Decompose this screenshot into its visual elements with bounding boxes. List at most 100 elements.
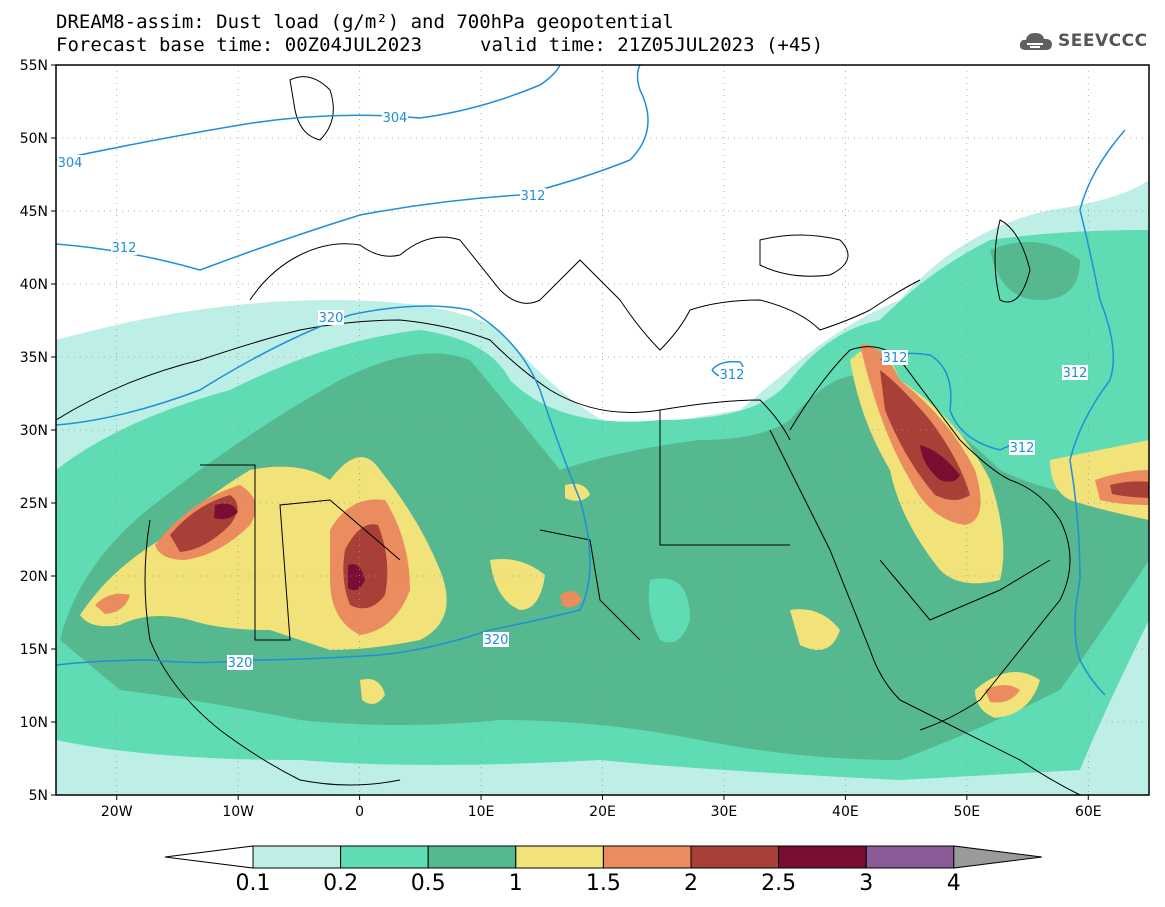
- contour-label-bg: [111, 240, 137, 255]
- valid-time: valid time: 21Z05JUL2023 (+45): [480, 34, 824, 56]
- contour-label: 304: [383, 111, 408, 126]
- coastline-horn: [899, 699, 1081, 795]
- dust-region-04: [990, 242, 1080, 300]
- colorbar-label: 2.5: [761, 871, 796, 896]
- coastline-europe: [249, 236, 921, 351]
- contour-label-bg: [318, 310, 344, 325]
- contour-label: 320: [484, 633, 509, 648]
- lat-label: 10N: [20, 715, 48, 731]
- colorbar-segment: [778, 845, 867, 869]
- border-libya-egypt: [659, 410, 790, 546]
- dust-region-19: [985, 685, 1020, 703]
- colorbar-label: 0.1: [236, 871, 271, 896]
- colorbar-label: 3: [859, 871, 873, 896]
- dust-region-27: [214, 503, 238, 520]
- colorbar-label: 2: [684, 871, 698, 896]
- colorbar-segment: [515, 845, 604, 869]
- geopotential-contours: [56, 65, 1126, 696]
- contour-312-east: [1069, 129, 1126, 696]
- coastlines: [56, 76, 1081, 795]
- lat-label: 25N: [20, 496, 48, 512]
- lat-label: 5N: [29, 788, 48, 804]
- colorbar-upper-arrow: [953, 845, 1042, 869]
- colorbar-lower-arrow: [164, 845, 254, 869]
- colorbar-segment: [865, 845, 955, 869]
- coastline-caspian: [994, 219, 1031, 303]
- contour-labels: 304 304 312 312 312 312 312 312 320 320 320: [57, 110, 1088, 671]
- contour-304-west: [56, 65, 561, 161]
- contour-label: 320: [319, 311, 344, 326]
- coastline-red-sea: [769, 429, 901, 701]
- lon-label: 30E: [711, 804, 738, 820]
- graticule: [56, 65, 1149, 795]
- dust-region-20: [560, 591, 582, 608]
- contour-label-bg: [57, 155, 83, 170]
- lon-label: 60E: [1075, 804, 1102, 820]
- seevccc-logo: SEEVCCC: [1018, 28, 1148, 54]
- contour-312-west: [56, 65, 649, 271]
- dust-region-18: [95, 593, 130, 614]
- lat-label: 20N: [20, 569, 48, 585]
- contour-label-bg: [719, 367, 745, 382]
- lat-label: 35N: [20, 350, 48, 366]
- dust-region-10: [790, 609, 840, 650]
- contour-label: 312: [112, 241, 137, 256]
- contour-label: 320: [228, 656, 253, 671]
- border-algeria-mali: [200, 464, 401, 641]
- colorbar-label: 0.2: [323, 871, 358, 896]
- lon-label: 20E: [589, 804, 616, 820]
- dust-region-24: [1110, 481, 1149, 498]
- lat-label: 50N: [20, 131, 48, 147]
- map-title: DREAM8-assim: Dust load (g/m²) and 700hP…: [56, 11, 674, 33]
- lon-label: 10E: [468, 804, 495, 820]
- colorbar-label: 4: [947, 871, 961, 896]
- contour-label-bg: [882, 350, 908, 365]
- colorbar-segment: [602, 845, 692, 869]
- axis-labels: 55N 50N 45N 40N 35N 30N 25N 20N 15N 10N 5N 20W 10W 0 1…: [20, 58, 1102, 820]
- border-chad-sudan: [539, 529, 641, 641]
- coastline-north-africa: [56, 319, 791, 441]
- contour-label: 312: [883, 351, 908, 366]
- lon-label: 0: [355, 804, 364, 820]
- dust-field: [56, 65, 1149, 795]
- coastline-uk: [289, 76, 334, 141]
- contour-label-bg: [520, 188, 546, 203]
- logo-text: SEEVCCC: [1058, 31, 1148, 51]
- colorbar-segment: [690, 845, 780, 869]
- lat-label: 30N: [20, 423, 48, 439]
- lon-label: 50E: [953, 804, 980, 820]
- contour-label: 312: [1063, 366, 1088, 381]
- dust-region-12: [360, 679, 385, 704]
- contour-label: 304: [58, 156, 83, 171]
- lon-label: 10W: [222, 804, 254, 820]
- coastline-west-africa: [144, 519, 401, 786]
- lon-label: 20W: [101, 804, 133, 820]
- coastline-arabia: [789, 346, 1071, 731]
- colorbar: 0.1 0.2 0.5 1 1.5 2 2.5 3 4: [164, 845, 1042, 896]
- colorbar-segment: [427, 845, 517, 869]
- cloud-icon: [1019, 33, 1052, 50]
- dust-region-25: [920, 445, 960, 482]
- colorbar-label: 0.5: [411, 871, 446, 896]
- contour-label-bg: [382, 110, 408, 125]
- colorbar-segment: [252, 845, 342, 869]
- contour-label-bg: [1062, 365, 1088, 380]
- coastline-black-sea: [759, 234, 849, 277]
- dust-region-05: [648, 578, 690, 643]
- dust-region-26: [348, 564, 365, 591]
- colorbar-segment: [340, 845, 429, 869]
- contour-label: 312: [521, 189, 546, 204]
- contour-label-bg: [1009, 440, 1035, 455]
- lon-label: 40E: [832, 804, 859, 820]
- forecast-base-time: Forecast base time: 00Z04JUL2023: [56, 34, 423, 56]
- colorbar-label: 1.5: [586, 871, 621, 896]
- lat-label: 40N: [20, 277, 48, 293]
- lat-label: 15N: [20, 642, 48, 658]
- contour-label: 312: [720, 368, 745, 383]
- colorbar-label: 1: [509, 871, 523, 896]
- lat-label: 55N: [20, 58, 48, 74]
- dust-region-09: [490, 559, 545, 610]
- contour-label-bg: [227, 655, 253, 670]
- contour-label: 312: [1010, 441, 1035, 456]
